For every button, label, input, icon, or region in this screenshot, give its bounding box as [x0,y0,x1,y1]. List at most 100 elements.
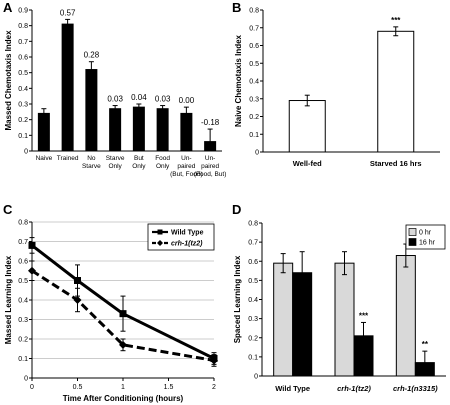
bar-annotation: 0.04 [131,93,147,102]
y-tick-label: 0.7 [18,39,28,46]
x-category-label: No [87,155,96,162]
chart-c: 0 0.1 0.2 0.3 0.4 0.5 0.6 0.7 0.8 Massed Learning… [4,220,218,403]
x-tick-label: 0 [30,384,34,391]
x-category-label: crh-1(tz2) [337,384,371,393]
bar-annotation: 0.03 [155,95,171,104]
y-tick-label: 0.2 [248,335,258,342]
y-tick-label: 0.9 [18,8,28,15]
legend-label: 16 hr [419,240,436,247]
y-axis-label: Spaced Learning Index [233,255,242,343]
y-tick-label: 0.5 [18,70,28,77]
y-tick-label: 0.1 [248,354,258,361]
x-category-label: paired [201,163,219,170]
bar-0 [334,262,355,377]
y-tick-label: 0.8 [248,221,258,228]
x-category-label: Well-fed [293,159,322,168]
data-point-square [74,277,81,284]
y-tick-label: 0.2 [18,337,28,344]
y-tick-label: 0.4 [18,298,28,305]
y-tick-label: 0.1 [18,356,28,363]
significance-marker: *** [391,16,401,25]
x-category-label: Naive [36,155,53,162]
legend-swatch [408,228,417,236]
legend-label: Wild Type [171,230,204,237]
significance-marker: *** [359,311,369,320]
bar-0 [395,255,416,377]
panel-letter-b: B [232,0,241,15]
chart-a: 0 0.1 0.2 0.3 0.4 0.5 0.6 0.7 0.8 0.9 Massed Chemo… [4,8,226,179]
y-tick-label: 0.4 [248,297,258,304]
y-tick-label: 0.8 [18,23,28,30]
bar-annotation: 0.28 [84,51,100,60]
legend-marker [157,240,163,246]
series-line-1 [31,269,215,362]
y-tick-label: 0.1 [18,133,28,140]
bar-0 [273,262,294,377]
legend-box [147,223,215,251]
y-tick-label: 0.5 [18,278,28,285]
legend-label: 0 hr [419,230,432,237]
bar [85,69,98,152]
x-axis-label: Time After Conditioning (hours) [63,394,184,403]
panel-letter-c: C [3,202,13,217]
bar [61,23,74,152]
data-point-square [119,310,127,318]
bar [109,108,122,152]
data-point-diamond [210,356,218,365]
x-category-label: But [134,155,144,162]
data-point-diamond [119,340,127,349]
x-category-label: (Food, But) [194,171,227,178]
legend-marker [157,229,163,235]
data-point-square [28,241,36,249]
x-category-label: paired [177,163,195,170]
x-category-label: Starve [82,163,101,170]
data-point-diamond [28,266,36,275]
y-tick-label: 0.2 [18,117,28,124]
x-category-label: Food [155,155,170,162]
y-tick-label: 0 [255,150,259,157]
legend-swatch [408,238,417,246]
y-tick-label: 0.3 [249,96,259,103]
y-tick-label: 0.8 [249,8,259,15]
data-point-diamond [73,296,82,304]
bar-annotation: 0.57 [60,8,76,17]
y-tick-label: 0.5 [248,278,258,285]
y-tick-label: 0.3 [18,317,28,324]
y-tick-label: 0.6 [248,259,258,266]
y-tick-label: 0.7 [18,239,28,246]
y-tick-label: 0.6 [18,259,28,266]
y-tick-label: 0.8 [18,220,28,227]
panel-letter-a: A [3,0,13,15]
bar [37,112,50,152]
y-tick-label: 0 [24,376,28,383]
x-category-label: Wild Type [275,384,310,393]
series-line-0 [31,244,215,360]
x-category-label: Un- [205,155,215,162]
y-tick-label: 0.4 [18,86,28,93]
y-axis-label: Massed Learning Index [4,255,13,344]
x-category-label: Starved 16 hrs [370,159,422,168]
x-tick-label: 1 [121,384,125,391]
y-tick-label: 0.7 [249,25,259,32]
x-tick-label: 1.5 [164,384,174,391]
x-category-label: Trained [57,155,79,162]
y-axis-label: Massed Chemotaxis Index [4,30,13,131]
x-tick-label: 0.5 [73,384,83,391]
bar-annotation: 0.03 [107,95,123,104]
x-category-label: Only [156,163,170,170]
bar [132,106,145,152]
y-tick-label: 0.6 [18,55,28,62]
chart-d: 0 0.1 0.2 0.3 0.4 0.5 0.6 0.7 0.8 Spaced Learning… [233,221,446,393]
y-axis-label: Naive Chemotaxis Index [234,34,243,127]
x-category-label: crh-1(n3315) [393,384,438,393]
x-tick-label: 2 [212,384,216,391]
y-tick-label: 0.1 [249,132,259,139]
y-tick-label: 0.2 [249,114,259,121]
x-category-label: Only [132,163,146,170]
bar [288,100,326,153]
y-tick-label: 0.7 [248,240,258,247]
legend-label: crh-1(tz2) [171,241,203,248]
bar [156,108,169,152]
y-tick-label: 0.6 [249,43,259,50]
